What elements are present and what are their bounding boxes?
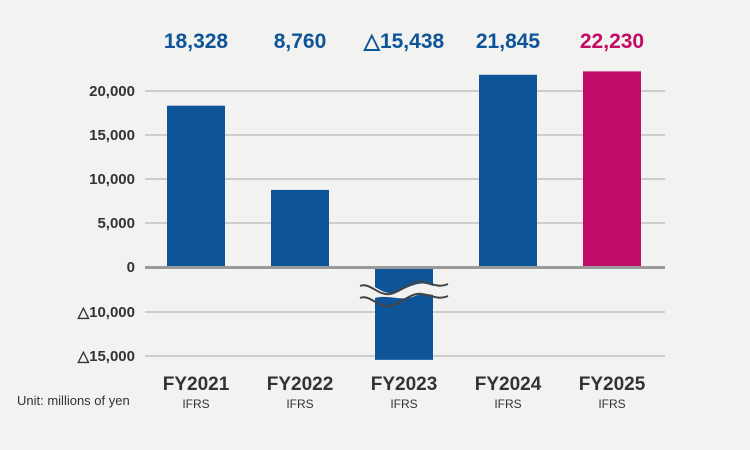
y-tick-label: △10,000	[77, 304, 135, 321]
gridlines: 20,000 15,000 10,000 5,000 0 △10,000 △15,000	[77, 83, 665, 365]
unit-label: Unit: millions of yen	[17, 393, 130, 408]
data-label: 22,230	[580, 30, 644, 53]
y-tick-label: 15,000	[89, 127, 135, 144]
x-axis: FY2021 IFRS FY2022 IFRS FY2023 IFRS FY2024 IFRS…	[163, 374, 646, 411]
y-tick-label: 0	[127, 259, 135, 276]
y-tick-label: 20,000	[89, 83, 135, 100]
data-label: 18,328	[164, 30, 229, 53]
x-tick-label: FY2024	[475, 374, 542, 395]
bars	[145, 71, 665, 360]
x-tick-label: FY2025	[579, 374, 646, 395]
data-label: 21,845	[476, 30, 541, 53]
bar	[167, 105, 225, 268]
bar	[479, 74, 537, 267]
x-subcategory-label: IFRS	[182, 397, 209, 411]
data-label: 8,760	[274, 30, 327, 53]
x-tick-label: FY2023	[371, 374, 438, 395]
bar	[271, 189, 329, 267]
x-subcategory-label: IFRS	[598, 397, 625, 411]
y-tick-label: 10,000	[89, 171, 135, 188]
x-tick-label: FY2022	[267, 374, 334, 395]
x-subcategory-label: IFRS	[494, 397, 521, 411]
axis-break-icon	[359, 280, 449, 308]
data-label: △15,438	[363, 30, 445, 53]
y-tick-label: △15,000	[77, 348, 135, 365]
data-labels: 18,328 8,760 △15,438 21,845 22,230	[164, 30, 644, 53]
bar	[583, 71, 641, 267]
x-subcategory-label: IFRS	[286, 397, 313, 411]
y-tick-label: 5,000	[97, 215, 135, 232]
x-tick-label: FY2021	[163, 374, 230, 395]
x-subcategory-label: IFRS	[390, 397, 417, 411]
